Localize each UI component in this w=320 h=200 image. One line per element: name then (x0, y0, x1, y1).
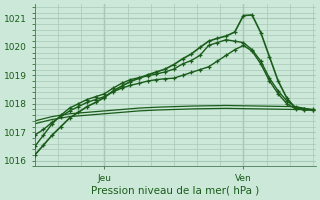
X-axis label: Pression niveau de la mer( hPa ): Pression niveau de la mer( hPa ) (91, 186, 260, 196)
